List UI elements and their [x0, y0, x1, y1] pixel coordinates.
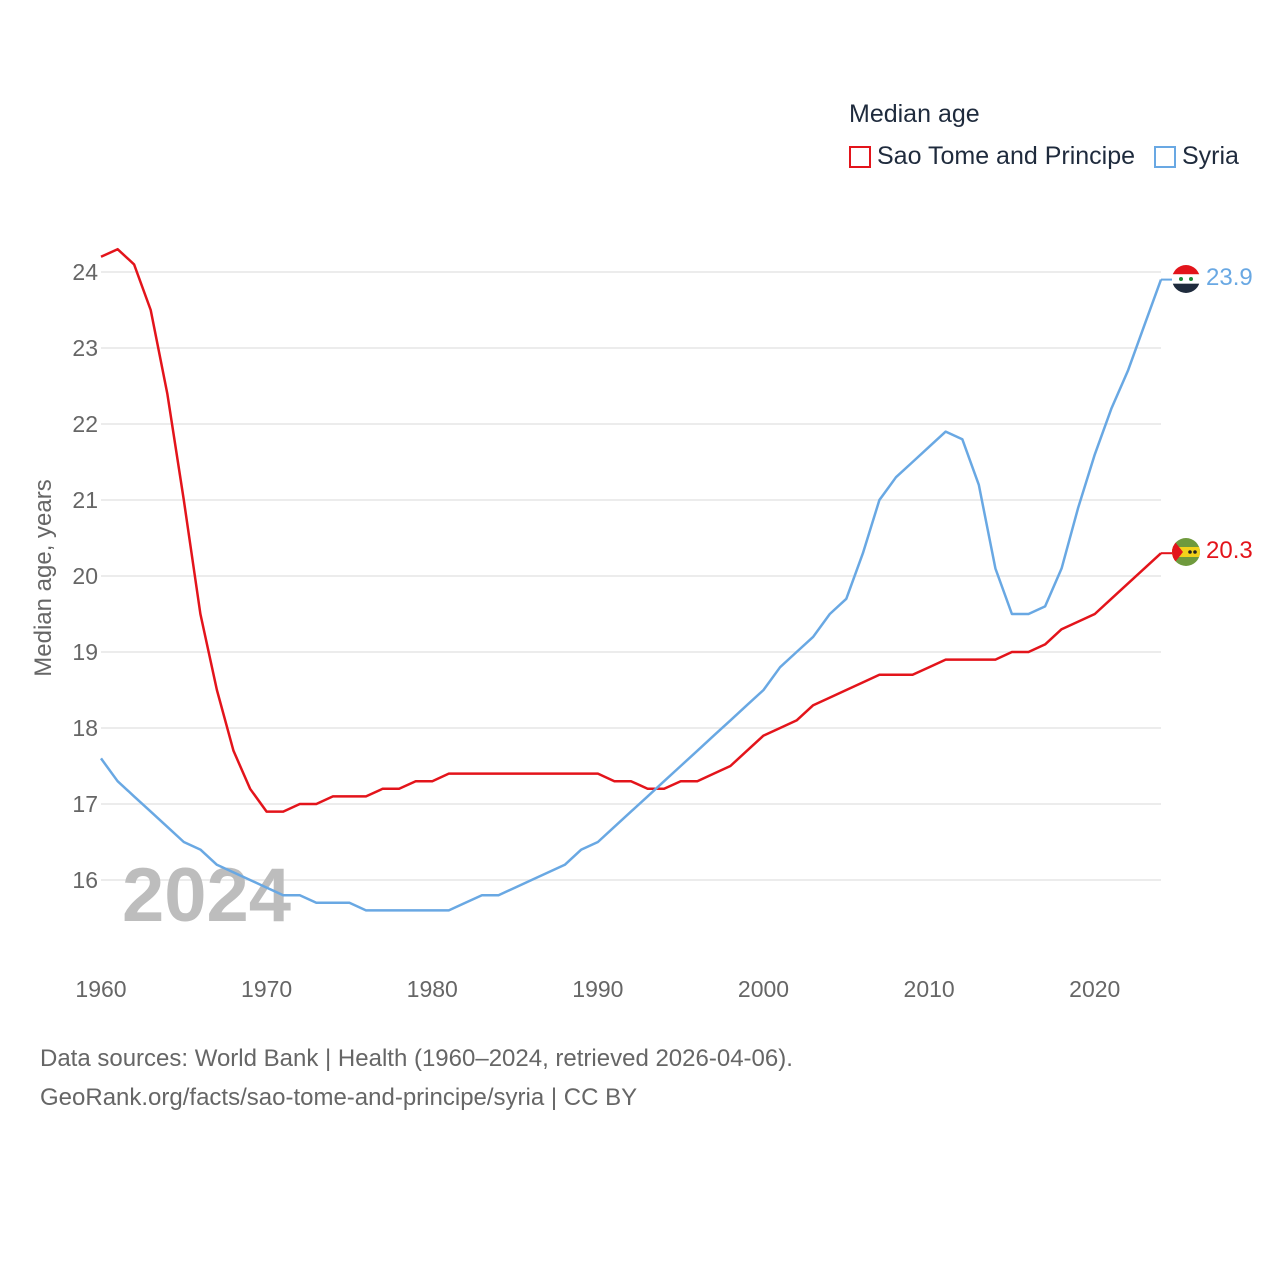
legend-item-syria[interactable]: Syria	[1154, 142, 1239, 171]
y-axis: 16 17 18 19 20 21 22 23 24	[72, 259, 98, 893]
x-tick-label: 1980	[407, 976, 458, 1002]
legend-title: Median age	[849, 100, 980, 128]
source-link-text[interactable]: GeoRank.org/facts/sao-tome-and-principe/…	[40, 1084, 638, 1111]
x-tick-label: 2000	[738, 976, 789, 1002]
syria-flag-icon	[1172, 265, 1200, 293]
x-tick-label: 2010	[904, 976, 955, 1002]
y-tick-label: 16	[72, 867, 98, 893]
year-watermark: 2024	[122, 853, 291, 938]
x-tick-label: 1960	[75, 976, 126, 1002]
gridlines	[101, 271, 1161, 881]
y-tick-label: 23	[72, 335, 98, 361]
sao-tome-end-label: 20.3	[1206, 537, 1253, 564]
legend-label-sao-tome: Sao Tome and Principe	[877, 142, 1136, 170]
data-sources-text: Data sources: World Bank | Health (1960–…	[40, 1045, 793, 1072]
y-tick-label: 22	[72, 411, 98, 437]
x-tick-label: 1970	[241, 976, 292, 1002]
y-tick-label: 21	[72, 487, 98, 513]
y-tick-label: 18	[72, 715, 98, 741]
syria-end-label: 23.9	[1206, 264, 1253, 291]
y-tick-label: 20	[72, 563, 98, 589]
x-tick-label: 2020	[1069, 976, 1120, 1002]
legend-swatch-sao-tome	[849, 145, 871, 168]
y-tick-label: 17	[72, 791, 98, 817]
legend-swatch-syria	[1154, 145, 1176, 168]
y-axis-label: Median age, years	[30, 479, 57, 676]
legend-label-syria: Syria	[1182, 142, 1239, 170]
x-axis: 1960 1970 1980 1990 2000 2010 2020	[75, 976, 1120, 1002]
series-lines	[99, 247, 1172, 912]
series-line-syria[interactable]	[99, 279, 1163, 912]
sao-tome-flag-icon	[1172, 538, 1200, 566]
y-tick-label: 24	[72, 259, 98, 285]
legend-item-sao-tome[interactable]: Sao Tome and Principe	[849, 142, 1135, 171]
series-line-sao-tome[interactable]	[100, 247, 1162, 813]
y-tick-label: 19	[72, 639, 98, 665]
x-tick-label: 1990	[572, 976, 623, 1002]
